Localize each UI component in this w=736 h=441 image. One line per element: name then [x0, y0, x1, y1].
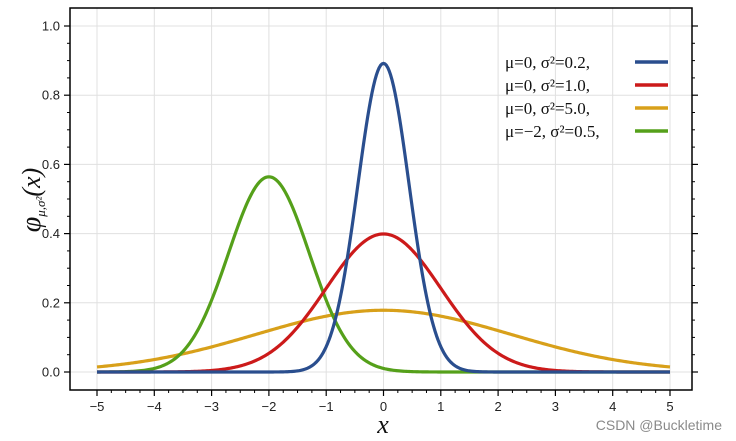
x-tick-label: 4 — [609, 399, 616, 414]
x-tick-label: 3 — [552, 399, 559, 414]
x-axis-label: x — [376, 410, 389, 439]
x-tick-label: 0 — [380, 399, 387, 414]
series-line-1 — [96, 61, 671, 374]
x-tick-label: −3 — [204, 399, 219, 414]
y-axis-label: φμ,σ²(x) — [16, 168, 48, 232]
legend-label: μ=0, σ²=1.0, — [505, 76, 590, 95]
legend-label: μ=0, σ²=5.0, — [505, 99, 590, 118]
x-tick-label: −4 — [147, 399, 162, 414]
y-tick-label: 1.0 — [42, 19, 60, 34]
x-tick-label: 2 — [494, 399, 501, 414]
watermark: CSDN @Buckletime — [595, 417, 722, 433]
legend-label: μ=−2, σ²=0.5, — [505, 122, 600, 141]
series-line-3 — [96, 308, 671, 369]
legend: μ=0, σ²=0.2, μ=0, σ²=1.0, μ=0, σ²=5.0, μ=−2… — [505, 53, 668, 141]
x-tick-label: −1 — [319, 399, 334, 414]
x-tick-label: 1 — [437, 399, 444, 414]
y-tick-label: 0.2 — [42, 295, 60, 310]
x-tick-label: −5 — [90, 399, 105, 414]
series-curves — [96, 61, 671, 374]
axis-ticks: −5 −4 −3 −2 −1 0 1 2 3 4 5 0.0 0.2 0.4 0.6 0.8 1.0 — [42, 19, 698, 414]
y-tick-label: 0.0 — [42, 365, 60, 380]
y-tick-label: 0.8 — [42, 88, 60, 103]
y-tick-label: 0.6 — [42, 157, 60, 172]
legend-label: μ=0, σ²=0.2, — [505, 53, 590, 72]
x-tick-label: −2 — [261, 399, 276, 414]
x-tick-label: 5 — [666, 399, 673, 414]
y-tick-label: 0.4 — [42, 226, 60, 241]
